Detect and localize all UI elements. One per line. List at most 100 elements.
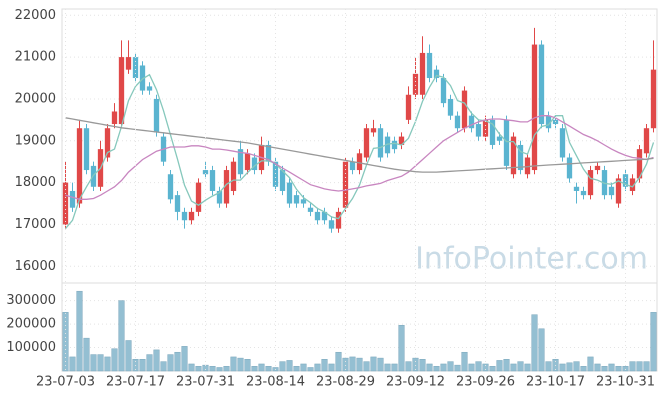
candle-body <box>608 186 615 196</box>
candle-body <box>475 124 482 137</box>
volume-bar <box>454 364 461 372</box>
y-tick-label: 200000 <box>6 317 56 332</box>
x-tick-label: 23-08-29 <box>316 375 375 390</box>
volume-bar <box>510 363 517 372</box>
candle-body <box>230 161 237 191</box>
x-tick-label: 23-07-03 <box>36 375 95 390</box>
volume-bar <box>76 290 83 372</box>
volume-bar <box>153 349 160 372</box>
volume-bar <box>160 361 167 372</box>
volume-bar <box>482 363 489 372</box>
volume-bar <box>293 366 300 372</box>
volume-bar <box>629 361 636 372</box>
volume-bar <box>195 366 202 372</box>
volume-bar <box>307 367 314 372</box>
x-tick-label: 23-07-31 <box>176 375 235 390</box>
volume-bar <box>580 366 587 372</box>
candle-body <box>580 190 587 196</box>
volume-bar <box>419 359 426 372</box>
volume-bar <box>412 357 419 372</box>
candle-body <box>251 157 258 171</box>
volume-bar <box>398 324 405 372</box>
candle-body <box>545 115 552 129</box>
volume-bar <box>573 361 580 372</box>
candle-body <box>566 157 573 179</box>
candle-body <box>118 57 125 125</box>
candle-body <box>650 69 657 129</box>
volume-bar <box>251 366 258 372</box>
volume-bar <box>601 366 608 372</box>
volume-bar <box>104 356 111 372</box>
candle-body <box>181 211 188 221</box>
watermark: InfoPointer.com <box>415 242 648 277</box>
volume-bar <box>111 348 118 372</box>
candle-body <box>195 182 202 212</box>
candle-body <box>636 149 643 179</box>
candle-body <box>216 190 223 204</box>
volume-bar <box>566 362 573 372</box>
candle-body <box>188 211 195 221</box>
x-tick-label: 23-10-17 <box>526 375 585 390</box>
candle-body <box>433 69 440 79</box>
candle-body <box>496 136 503 141</box>
volume-bar <box>139 359 146 372</box>
volume-bar <box>244 359 251 372</box>
volume-bar <box>524 363 531 372</box>
volume-bar <box>615 366 622 372</box>
candle-body <box>517 144 524 171</box>
candle-body <box>349 161 356 171</box>
candle-body <box>622 174 629 187</box>
x-tick-label: 23-08-14 <box>246 375 305 390</box>
volume-bar <box>468 363 475 372</box>
volume-bar <box>181 346 188 372</box>
volume-bar <box>405 361 412 372</box>
candle-body <box>202 170 209 175</box>
x-tick-label: 23-09-26 <box>456 375 515 390</box>
volume-bar <box>426 363 433 372</box>
volume-bar <box>503 359 510 372</box>
volume-bar <box>125 340 132 372</box>
volume-bar <box>461 351 468 372</box>
candle-body <box>454 115 461 129</box>
volume-bar <box>188 363 195 372</box>
candle-body <box>209 170 216 191</box>
candle-body <box>321 211 328 221</box>
candle-body <box>587 170 594 196</box>
candle-body <box>629 178 636 191</box>
candle-body <box>426 52 433 79</box>
volume-bar <box>300 363 307 372</box>
candle-body <box>125 57 132 70</box>
y-tick-label: 16000 <box>15 259 56 274</box>
volume-bar <box>489 366 496 372</box>
volume-bar <box>559 363 566 372</box>
candle-body <box>83 128 90 171</box>
candle-body <box>524 157 531 175</box>
volume-bar <box>258 363 265 372</box>
volume-bar <box>265 366 272 372</box>
candle-body <box>594 165 601 171</box>
candle-body <box>104 128 111 158</box>
moving-average-line <box>65 73 655 230</box>
candle-body <box>279 170 286 191</box>
volume-bar <box>69 356 76 372</box>
candle-body <box>328 220 335 229</box>
volume-bar <box>356 357 363 372</box>
volume-bar <box>370 356 377 372</box>
candle-body <box>468 115 475 129</box>
volume-bar <box>377 357 384 372</box>
volume-bar <box>594 363 601 372</box>
volume-bar <box>363 361 370 372</box>
volume-bar <box>279 361 286 372</box>
volume-bar <box>118 300 125 372</box>
volume-bar <box>349 356 356 372</box>
volume-bar <box>83 337 90 372</box>
candle-body <box>370 128 377 133</box>
candle-body <box>286 182 293 204</box>
volume-bar <box>314 363 321 372</box>
candle-body <box>489 119 496 145</box>
y-tick-label: 18000 <box>15 175 56 190</box>
volume-bar <box>97 354 104 372</box>
candle-body <box>167 174 174 200</box>
candle-body <box>391 140 398 150</box>
